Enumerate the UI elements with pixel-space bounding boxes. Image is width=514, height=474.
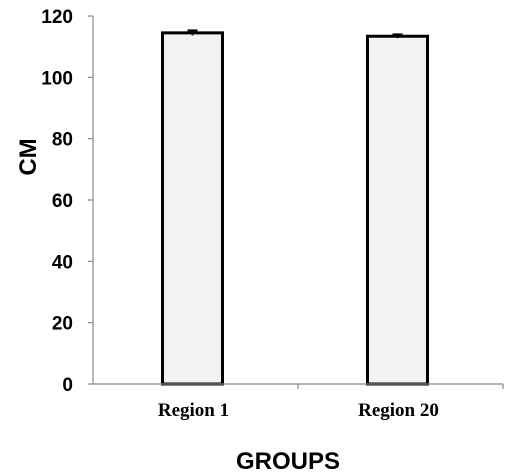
x-axis-ticks: Region 1 Region 20 xyxy=(158,384,504,421)
y-tick-label: 120 xyxy=(41,7,73,28)
bar-1 xyxy=(161,31,224,386)
x-tick-label: Region 20 xyxy=(358,400,439,421)
y-tick-label: 40 xyxy=(52,252,73,273)
y-tick-label: 20 xyxy=(52,314,73,335)
y-axis-ticks: 0 20 40 60 80 100 120 xyxy=(41,7,93,396)
x-axis-title: GROUPS xyxy=(236,448,340,474)
x-tick-label: Region 1 xyxy=(158,400,229,421)
y-tick-label: 100 xyxy=(41,68,73,89)
y-tick-label: 80 xyxy=(52,130,73,151)
bars-group xyxy=(161,29,429,386)
y-axis-title: CM xyxy=(15,138,42,175)
y-tick-label: 0 xyxy=(62,375,73,396)
bar-2 xyxy=(366,34,429,386)
y-tick-label: 60 xyxy=(52,191,73,212)
